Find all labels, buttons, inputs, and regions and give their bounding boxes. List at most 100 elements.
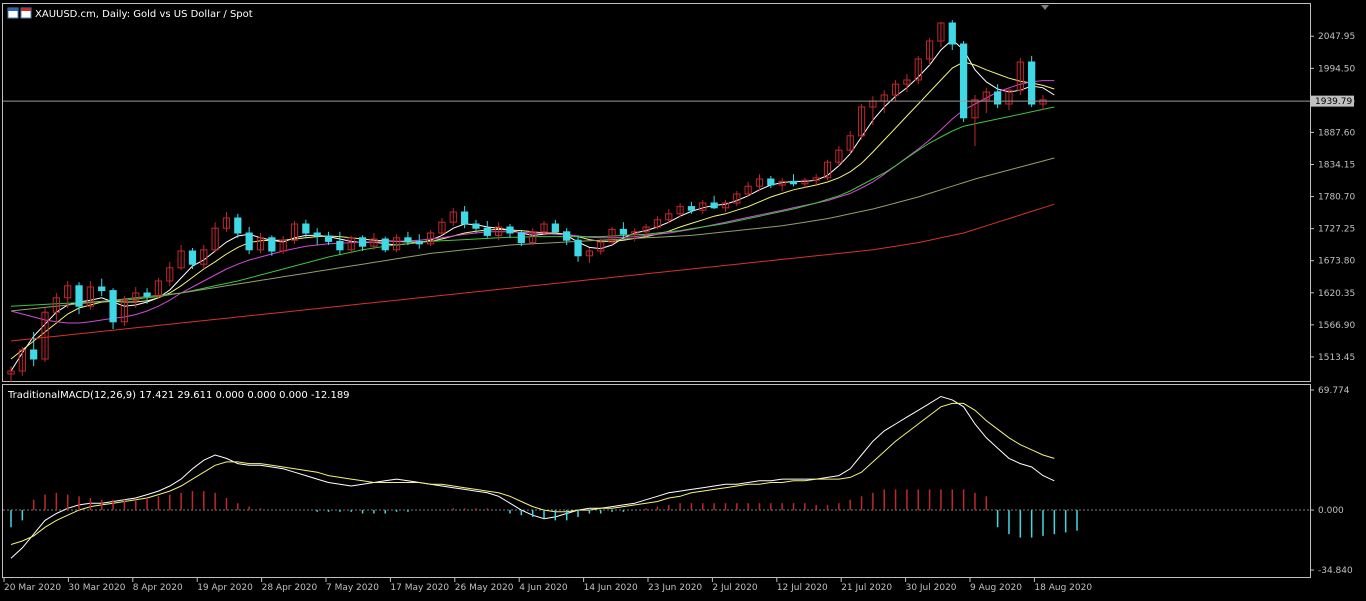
price-axis-label: 1780.70 xyxy=(1318,193,1355,203)
candle xyxy=(177,245,185,271)
candle-body xyxy=(585,250,593,257)
price-axis-label: 2047.95 xyxy=(1318,32,1355,42)
candle-body xyxy=(823,161,832,179)
candle-body xyxy=(256,237,265,251)
candle-body xyxy=(642,226,650,233)
price-axis-label: 1673.80 xyxy=(1318,257,1355,267)
candle xyxy=(461,206,469,229)
current-price-label: 1939.79 xyxy=(1315,97,1352,107)
candles xyxy=(7,20,1047,382)
candle-body xyxy=(982,91,990,101)
candle xyxy=(563,228,571,245)
candle xyxy=(188,248,197,269)
candle-body xyxy=(154,280,163,297)
candle-body xyxy=(778,180,786,186)
candle-body xyxy=(143,292,151,297)
candle-body xyxy=(132,292,140,301)
candle xyxy=(336,231,344,255)
candle xyxy=(1028,56,1036,107)
candle-body xyxy=(268,237,276,252)
candle-body xyxy=(812,177,820,181)
date-axis-label: 23 Jun 2020 xyxy=(648,583,702,593)
candle-body xyxy=(64,285,72,299)
candle-body xyxy=(200,249,208,265)
chart-shift-marker[interactable] xyxy=(1041,5,1049,10)
candle xyxy=(415,234,423,249)
candle-body xyxy=(177,250,185,269)
candle-body xyxy=(86,286,95,307)
macd-axis-label: 0.000 xyxy=(1318,506,1344,516)
candle xyxy=(891,80,900,101)
candle-body xyxy=(18,349,26,372)
candle-body xyxy=(959,43,968,119)
candle xyxy=(914,56,922,85)
candle xyxy=(483,221,491,238)
candle xyxy=(268,235,276,256)
candle xyxy=(710,195,718,209)
candle-body xyxy=(631,231,639,235)
candle xyxy=(653,216,662,230)
candle xyxy=(200,245,208,269)
candle-body xyxy=(52,297,60,313)
candle-body xyxy=(222,217,231,229)
candle xyxy=(597,239,605,255)
candle xyxy=(211,222,219,253)
candle xyxy=(721,200,730,212)
price-axis-label: 1513.45 xyxy=(1318,353,1355,363)
candle-body xyxy=(302,223,310,234)
candle xyxy=(449,207,457,226)
candle xyxy=(823,159,832,181)
candle xyxy=(313,228,321,245)
candle xyxy=(495,222,503,241)
macd-axis-label: -34.840 xyxy=(1318,566,1353,576)
candle-body xyxy=(914,58,922,81)
candle-body xyxy=(994,91,1002,105)
candle-body xyxy=(1028,61,1036,105)
candle xyxy=(426,230,435,247)
candle-body xyxy=(755,178,764,187)
candle-body xyxy=(109,290,117,323)
date-axis-label: 28 Apr 2020 xyxy=(262,583,318,593)
candle-body xyxy=(653,219,662,228)
price-axis-label: 1620.35 xyxy=(1318,289,1355,299)
candle-body xyxy=(948,22,956,45)
candle-body xyxy=(188,250,197,265)
candle xyxy=(812,174,820,185)
candle-body xyxy=(472,223,480,229)
macd-axis-label: 69.774 xyxy=(1318,386,1350,396)
candle-body xyxy=(710,202,718,209)
candle xyxy=(585,248,593,263)
candle xyxy=(64,281,72,308)
candle xyxy=(744,182,752,197)
candle-body xyxy=(551,223,559,233)
candle xyxy=(959,41,968,122)
candle xyxy=(1016,57,1024,95)
candle-body xyxy=(846,135,854,151)
candle-body xyxy=(529,231,537,244)
date-axis-label: 20 Mar 2020 xyxy=(4,583,61,593)
candle-body xyxy=(381,238,389,251)
candle xyxy=(52,293,60,323)
candle-body xyxy=(495,226,503,236)
candle xyxy=(789,174,798,187)
candle xyxy=(982,87,990,113)
candle xyxy=(132,287,140,308)
candle-body xyxy=(404,237,412,242)
candle xyxy=(290,221,299,244)
date-axis-label: 4 Jun 2020 xyxy=(519,583,568,593)
candle xyxy=(925,38,934,65)
candle xyxy=(687,201,696,214)
candle xyxy=(619,222,628,238)
candle-body xyxy=(449,211,457,223)
candle xyxy=(347,236,355,254)
date-axis-label: 2 Jul 2020 xyxy=(712,583,757,593)
price-axis-label: 1834.15 xyxy=(1318,161,1355,171)
candle-body xyxy=(347,237,355,251)
candle-body xyxy=(903,79,911,85)
candle xyxy=(302,219,310,238)
candle-body xyxy=(608,228,616,243)
candle xyxy=(733,191,741,206)
candle-body xyxy=(574,239,582,257)
candle xyxy=(801,177,809,188)
